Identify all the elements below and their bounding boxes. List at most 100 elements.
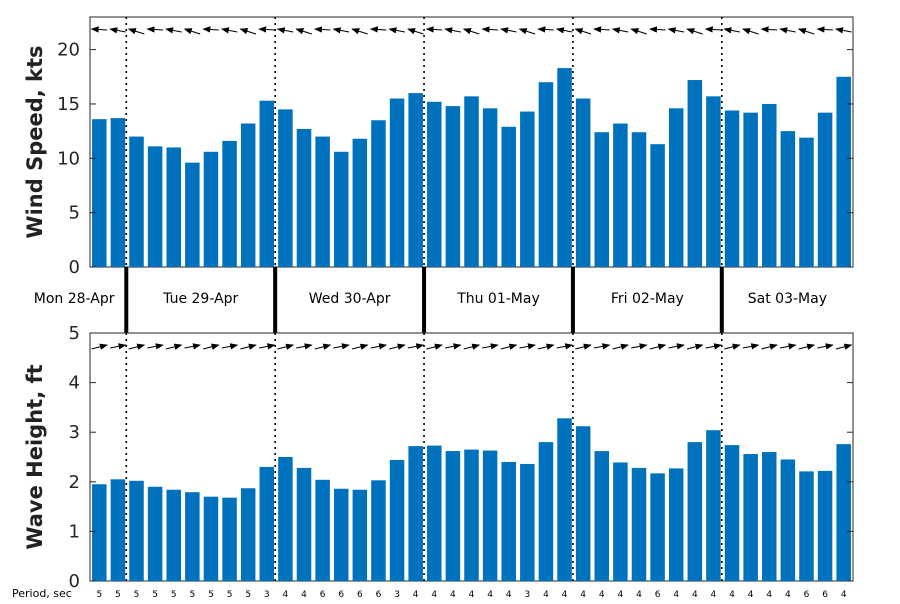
direction-arrow: [425, 26, 443, 33]
direction-arrow: [109, 343, 127, 350]
bar: [780, 459, 796, 581]
bar: [761, 452, 777, 581]
direction-arrow: [668, 343, 685, 350]
period-value: 6: [804, 590, 810, 600]
direction-arrow: [704, 26, 722, 33]
period-axis-label: Period, sec: [12, 587, 72, 600]
direction-arrow: [798, 343, 816, 350]
direction-arrow: [500, 27, 517, 34]
period-value: 4: [301, 590, 307, 600]
direction-arrow: [165, 27, 182, 34]
direction-arrow: [574, 28, 592, 35]
bar: [427, 101, 442, 267]
bar: [278, 457, 293, 581]
bar: [129, 480, 144, 581]
period-value: 4: [748, 590, 754, 600]
direction-arrow: [388, 27, 405, 34]
bar: [706, 96, 721, 267]
bar: [780, 131, 796, 267]
direction-arrow: [314, 343, 332, 350]
direction-arrow: [203, 343, 220, 350]
direction-arrow: [817, 343, 834, 350]
period-value: 4: [636, 590, 642, 600]
direction-arrow: [481, 26, 498, 33]
direction-arrow: [630, 28, 647, 35]
bar: [408, 446, 423, 581]
bar: [557, 68, 572, 267]
bar: [389, 98, 405, 268]
period-value: 5: [134, 590, 140, 600]
period-value: 4: [673, 590, 679, 600]
direction-arrow: [369, 26, 387, 33]
direction-arrow: [91, 343, 108, 350]
day-label: Fri 02-May: [611, 291, 684, 307]
direction-arrow: [835, 27, 852, 34]
period-value: 3: [524, 590, 530, 600]
direction-arrow: [537, 343, 555, 350]
period-value: 4: [543, 590, 549, 600]
direction-arrow: [705, 343, 723, 350]
direction-arrow: [631, 343, 648, 350]
y-tick-label: 5: [69, 323, 80, 344]
direction-arrow: [648, 26, 666, 33]
bar: [631, 132, 647, 267]
direction-arrow: [240, 343, 257, 350]
direction-arrow: [314, 26, 331, 33]
direction-arrow: [109, 27, 126, 34]
bar: [836, 444, 851, 581]
period-value: 5: [96, 590, 102, 600]
bar: [445, 106, 461, 267]
direction-arrow: [500, 343, 518, 350]
period-value: 4: [692, 590, 698, 600]
direction-arrow: [296, 343, 313, 350]
direction-arrow: [835, 343, 853, 350]
y-tick-label: 20: [57, 40, 80, 61]
bar: [501, 461, 516, 581]
direction-arrow: [444, 343, 462, 350]
bar: [296, 128, 312, 267]
period-value: 4: [841, 590, 847, 600]
direction-arrow: [575, 343, 592, 350]
direction-arrow: [276, 27, 294, 34]
bar: [203, 496, 219, 581]
period-row: Period, sec 5 5 5 5 5 5 5 5 5 3 4 4 6 6 6 6 3 4 4 4 4 4 4 3 4 4 4 4 4…: [12, 587, 847, 600]
bar: [482, 108, 498, 267]
bar: [147, 146, 163, 267]
day-label: Thu 01-May: [456, 291, 540, 307]
bar: [259, 100, 275, 268]
bar: [92, 119, 107, 267]
period-value: 4: [580, 590, 586, 600]
period-value: 4: [562, 590, 568, 600]
bar: [110, 479, 126, 581]
bar: [185, 162, 200, 267]
period-value: 4: [469, 590, 475, 600]
bar: [315, 136, 330, 267]
bar: [333, 488, 349, 581]
period-value: 5: [227, 590, 233, 600]
direction-arrow: [537, 26, 554, 33]
direction-arrow: [518, 28, 536, 35]
period-value: 5: [115, 590, 121, 600]
bar: [724, 110, 740, 267]
period-value: 3: [394, 590, 400, 600]
direction-arrow: [351, 343, 369, 350]
bar: [222, 497, 237, 581]
period-value: 5: [189, 590, 195, 600]
bar: [650, 473, 665, 581]
bar: [92, 484, 107, 581]
bar: [110, 118, 126, 267]
direction-arrow: [760, 26, 778, 33]
bar: [761, 103, 777, 268]
direction-arrow: [667, 27, 685, 34]
period-value: 4: [487, 590, 493, 600]
bar: [259, 466, 275, 581]
period-value: 6: [338, 590, 344, 600]
y-tick-label: 5: [69, 203, 80, 224]
bar: [333, 151, 349, 267]
bar: [352, 138, 368, 267]
day-label: Wed 30-Apr: [309, 291, 391, 307]
bar: [203, 151, 219, 267]
bar: [538, 442, 554, 581]
period-value: 4: [618, 590, 624, 600]
